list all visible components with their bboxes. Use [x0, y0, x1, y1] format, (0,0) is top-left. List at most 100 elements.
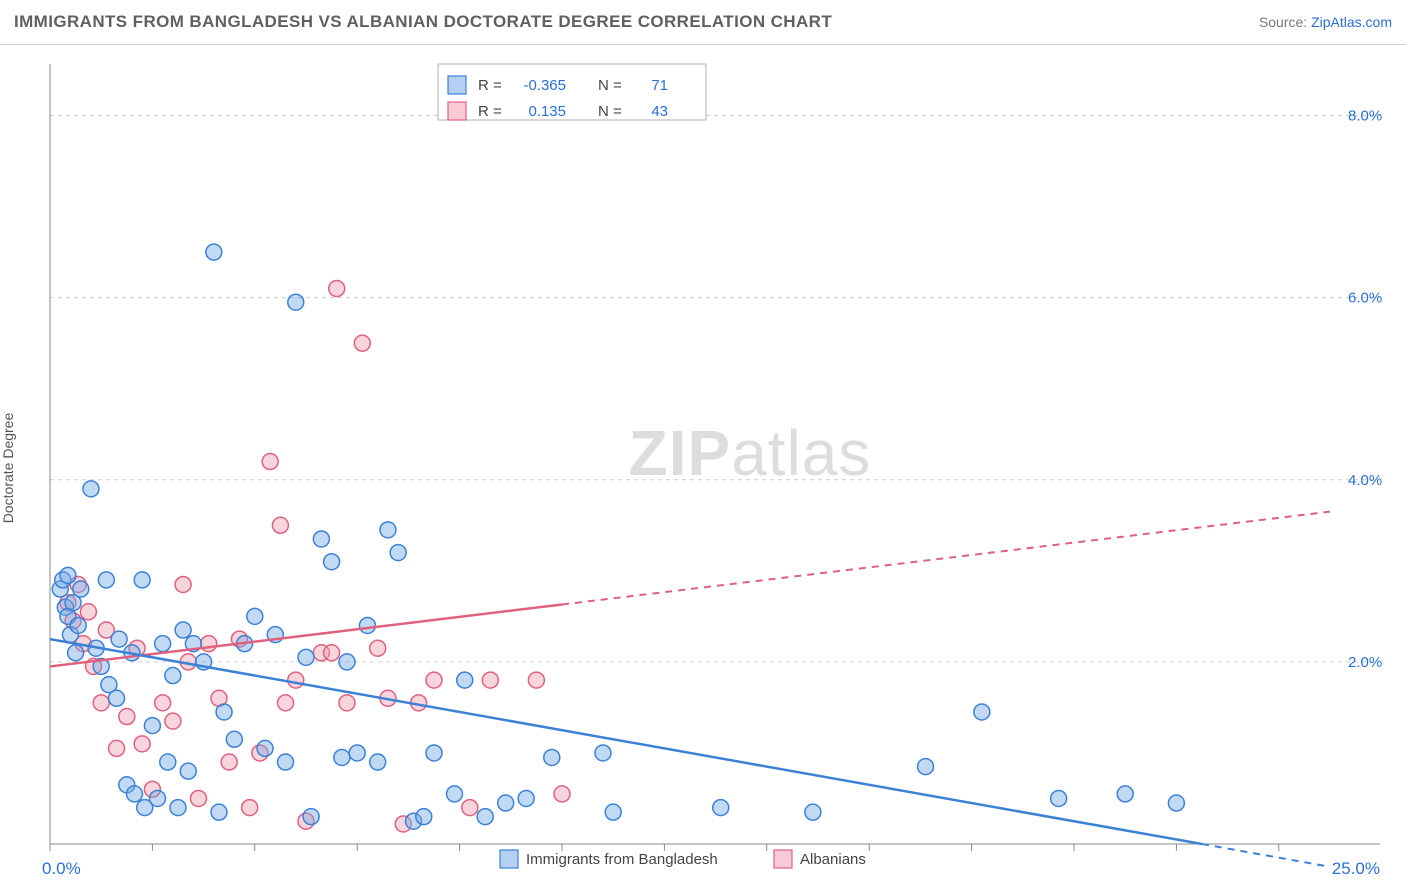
scatter-point: [109, 690, 125, 706]
svg-text:N =: N =: [598, 103, 622, 120]
scatter-point: [126, 786, 142, 802]
chart-source: Source: ZipAtlas.com: [1259, 14, 1392, 30]
scatter-point: [155, 636, 171, 652]
scatter-point: [190, 790, 206, 806]
svg-text:N =: N =: [598, 77, 622, 94]
legend-swatch-pink: [448, 102, 466, 120]
scatter-point: [109, 740, 125, 756]
scatter-point: [247, 608, 263, 624]
scatter-point: [528, 672, 544, 688]
scatter-point: [349, 745, 365, 761]
source-link[interactable]: ZipAtlas.com: [1311, 14, 1392, 30]
scatter-point: [605, 804, 621, 820]
scatter-point: [324, 645, 340, 661]
svg-text:25.0%: 25.0%: [1332, 859, 1380, 878]
scatter-point: [73, 581, 89, 597]
scatter-point: [1168, 795, 1184, 811]
scatter-point: [180, 763, 196, 779]
svg-text:ZIPatlas: ZIPatlas: [629, 417, 872, 489]
scatter-point: [498, 795, 514, 811]
scatter-point: [160, 754, 176, 770]
bottom-legend-swatch-pink: [774, 850, 792, 868]
scatter-point: [974, 704, 990, 720]
svg-text:R =: R =: [478, 103, 502, 120]
scatter-point: [477, 809, 493, 825]
scatter-point: [262, 454, 278, 470]
scatter-point: [134, 572, 150, 588]
scatter-point: [334, 749, 350, 765]
scatter-point: [544, 749, 560, 765]
scatter-point: [288, 294, 304, 310]
scatter-point: [278, 695, 294, 711]
scatter-point: [918, 759, 934, 775]
chart-title: IMMIGRANTS FROM BANGLADESH VS ALBANIAN D…: [14, 12, 832, 32]
svg-text:8.0%: 8.0%: [1348, 108, 1382, 125]
scatter-point: [713, 800, 729, 816]
scatter-point: [370, 640, 386, 656]
svg-text:0.135: 0.135: [528, 103, 566, 120]
scatter-point: [175, 622, 191, 638]
scatter-point: [482, 672, 498, 688]
svg-text:0.0%: 0.0%: [42, 859, 81, 878]
svg-text:2.0%: 2.0%: [1348, 654, 1382, 671]
trend-line-extrapolated: [562, 512, 1330, 605]
scatter-point: [165, 668, 181, 684]
trend-line-extrapolated: [1202, 844, 1330, 867]
scatter-point: [211, 804, 227, 820]
scatter-point: [324, 554, 340, 570]
scatter-point: [257, 740, 273, 756]
correlation-chart: ZIPatlas2.0%4.0%6.0%8.0%0.0%25.0%R =-0.3…: [0, 44, 1406, 892]
scatter-point: [359, 617, 375, 633]
scatter-point: [93, 695, 109, 711]
scatter-point: [518, 790, 534, 806]
scatter-point: [70, 617, 86, 633]
svg-text:4.0%: 4.0%: [1348, 472, 1382, 489]
scatter-point: [175, 576, 191, 592]
scatter-point: [206, 244, 222, 260]
scatter-point: [339, 695, 355, 711]
scatter-point: [805, 804, 821, 820]
scatter-point: [339, 654, 355, 670]
scatter-point: [98, 572, 114, 588]
scatter-point: [354, 335, 370, 351]
scatter-point: [170, 800, 186, 816]
scatter-point: [144, 718, 160, 734]
plot-area: Doctorate Degree ZIPatlas2.0%4.0%6.0%8.0…: [0, 44, 1406, 892]
svg-text:43: 43: [651, 103, 668, 120]
svg-text:R =: R =: [478, 77, 502, 94]
scatter-point: [595, 745, 611, 761]
scatter-point: [165, 713, 181, 729]
scatter-point: [426, 745, 442, 761]
scatter-point: [216, 704, 232, 720]
chart-header: IMMIGRANTS FROM BANGLADESH VS ALBANIAN D…: [0, 0, 1406, 45]
scatter-point: [83, 481, 99, 497]
scatter-point: [155, 695, 171, 711]
scatter-point: [60, 567, 76, 583]
scatter-point: [329, 281, 345, 297]
scatter-point: [303, 809, 319, 825]
scatter-point: [390, 545, 406, 561]
scatter-point: [68, 645, 84, 661]
scatter-point: [554, 786, 570, 802]
bottom-legend-label: Immigrants from Bangladesh: [526, 851, 718, 868]
scatter-point: [278, 754, 294, 770]
scatter-point: [150, 790, 166, 806]
scatter-point: [226, 731, 242, 747]
scatter-point: [80, 604, 96, 620]
scatter-point: [119, 709, 135, 725]
scatter-point: [370, 754, 386, 770]
scatter-point: [426, 672, 442, 688]
scatter-point: [313, 531, 329, 547]
bottom-legend-label: Albanians: [800, 851, 866, 868]
scatter-point: [242, 800, 258, 816]
scatter-point: [1117, 786, 1133, 802]
scatter-point: [272, 517, 288, 533]
bottom-legend-swatch-blue: [500, 850, 518, 868]
scatter-point: [111, 631, 127, 647]
y-axis-label: Doctorate Degree: [0, 413, 16, 524]
svg-text:71: 71: [651, 77, 668, 94]
scatter-point: [1051, 790, 1067, 806]
scatter-point: [462, 800, 478, 816]
scatter-point: [201, 636, 217, 652]
legend-swatch-blue: [448, 76, 466, 94]
